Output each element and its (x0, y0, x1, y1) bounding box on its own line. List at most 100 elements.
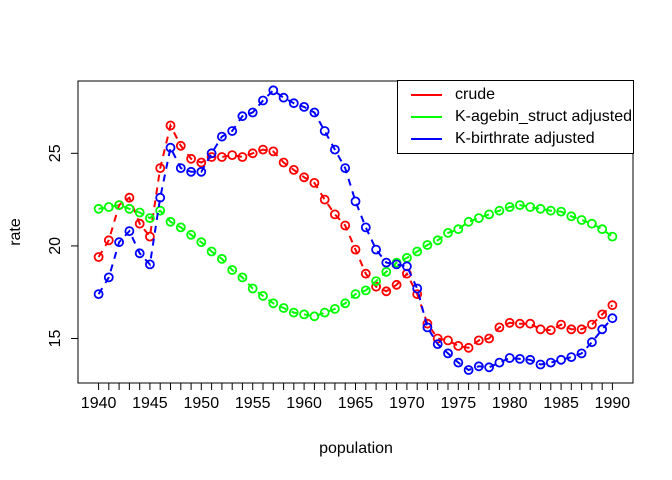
data-point-crude (340, 220, 351, 231)
data-point-crude (473, 335, 484, 346)
data-point-crude (165, 120, 176, 131)
data-point-k-birthrate-adjusted (278, 92, 289, 103)
data-point-k-agebin-struct-adjusted (443, 227, 453, 238)
data-point-k-agebin-struct-adjusted (412, 246, 423, 257)
data-point-crude (237, 152, 248, 162)
data-point-crude (545, 325, 556, 336)
data-point-k-agebin-struct-adjusted (597, 224, 608, 235)
data-point-k-birthrate-adjusted (299, 102, 310, 112)
data-point-k-agebin-struct-adjusted (484, 209, 495, 220)
data-point-k-agebin-struct-adjusted (258, 290, 268, 301)
series-line-crude (97, 122, 614, 349)
data-point-k-agebin-struct-adjusted (566, 211, 577, 222)
x-tick-label: 1980 (492, 395, 528, 412)
series-crude (93, 120, 618, 353)
data-point-k-birthrate-adjusted (525, 354, 536, 365)
data-point-k-agebin-struct-adjusted (381, 266, 392, 277)
data-point-k-birthrate-adjusted (186, 166, 197, 177)
data-point-k-agebin-struct-adjusted (216, 253, 227, 264)
data-point-k-birthrate-adjusted (515, 353, 525, 364)
data-point-k-birthrate-adjusted (597, 324, 608, 335)
data-point-crude (155, 163, 166, 174)
legend-label-crude: crude (455, 86, 496, 103)
data-point-k-agebin-struct-adjusted (463, 216, 474, 227)
data-point-k-birthrate-adjusted (566, 352, 577, 363)
x-tick-label: 1965 (338, 395, 374, 412)
data-point-k-agebin-struct-adjusted (607, 231, 618, 242)
data-point-k-agebin-struct-adjusted (155, 205, 166, 216)
data-point-k-birthrate-adjusted (93, 289, 104, 300)
data-point-k-agebin-struct-adjusted (587, 218, 597, 229)
data-point-k-agebin-struct-adjusted (186, 229, 197, 240)
data-point-k-birthrate-adjusted (545, 357, 556, 368)
data-point-k-birthrate-adjusted (196, 166, 207, 177)
data-point-crude (360, 268, 371, 279)
data-point-k-birthrate-adjusted (165, 142, 176, 153)
data-point-crude (371, 281, 382, 292)
data-point-crude (268, 146, 279, 157)
data-point-k-agebin-struct-adjusted (247, 283, 258, 294)
data-point-k-agebin-struct-adjusted (453, 224, 464, 235)
x-tick-label: 1970 (389, 395, 425, 412)
data-point-crude (93, 252, 104, 262)
data-point-k-agebin-struct-adjusted (196, 237, 207, 248)
data-point-k-agebin-struct-adjusted (371, 276, 382, 287)
data-point-k-birthrate-adjusted (371, 244, 382, 255)
series-line-k-agebin-struct-adjusted (98, 204, 613, 318)
data-point-k-birthrate-adjusted (391, 259, 402, 270)
data-point-crude (607, 300, 618, 311)
y-tick-label: 15 (47, 330, 64, 348)
data-point-k-birthrate-adjusted (350, 196, 361, 207)
data-point-crude (412, 289, 423, 300)
data-point-k-birthrate-adjusted (288, 98, 299, 109)
data-point-k-birthrate-adjusted (473, 361, 484, 372)
data-point-k-birthrate-adjusted (206, 148, 217, 159)
data-point-k-agebin-struct-adjusted (535, 203, 546, 214)
data-point-crude (227, 150, 238, 161)
x-tick-label: 1960 (286, 395, 322, 412)
data-point-crude (329, 209, 340, 220)
data-point-crude (391, 279, 402, 290)
data-point-k-agebin-struct-adjusted (278, 303, 289, 313)
data-point-crude (494, 322, 505, 333)
data-point-k-agebin-struct-adjusted (175, 222, 186, 233)
data-point-k-agebin-struct-adjusted (360, 285, 371, 296)
data-point-k-birthrate-adjusted (432, 339, 443, 350)
data-point-k-birthrate-adjusted (360, 222, 371, 233)
data-point-k-birthrate-adjusted (227, 126, 238, 136)
data-point-k-agebin-struct-adjusted (494, 205, 505, 216)
data-point-crude (525, 318, 536, 329)
data-point-k-agebin-struct-adjusted (525, 202, 536, 212)
data-point-k-birthrate-adjusted (412, 283, 423, 294)
data-point-k-agebin-struct-adjusted (340, 298, 351, 309)
data-point-k-birthrate-adjusted (155, 192, 166, 203)
data-point-k-birthrate-adjusted (247, 107, 258, 118)
data-point-crude (247, 148, 258, 159)
data-point-k-birthrate-adjusted (607, 313, 618, 324)
data-point-k-agebin-struct-adjusted (473, 213, 484, 224)
data-point-crude (258, 144, 268, 155)
data-point-k-birthrate-adjusted (556, 354, 566, 365)
data-point-k-birthrate-adjusted (175, 163, 186, 174)
x-tick-label: 1975 (441, 395, 477, 412)
data-point-k-agebin-struct-adjusted (165, 216, 176, 227)
data-point-k-agebin-struct-adjusted (515, 200, 525, 211)
y-tick-label: 20 (47, 237, 64, 255)
data-point-k-agebin-struct-adjusted (504, 202, 515, 212)
data-point-crude (278, 157, 289, 168)
x-tick-label: 1950 (184, 395, 220, 412)
data-point-crude (422, 318, 433, 329)
data-point-k-birthrate-adjusted (144, 259, 155, 270)
data-point-k-agebin-struct-adjusted (350, 289, 361, 300)
data-point-crude (443, 335, 453, 346)
data-point-k-birthrate-adjusted (401, 261, 412, 272)
data-point-crude (175, 140, 186, 151)
y-tick-label: 25 (47, 144, 64, 162)
legend-box: crude K-agebin_struct adjusted K-birthra… (397, 80, 634, 154)
data-point-k-agebin-struct-adjusted (545, 205, 556, 216)
data-point-crude (350, 244, 361, 255)
x-tick-label: 1990 (595, 395, 631, 412)
data-point-k-agebin-struct-adjusted (576, 215, 587, 225)
data-point-k-birthrate-adjusted (453, 357, 464, 368)
